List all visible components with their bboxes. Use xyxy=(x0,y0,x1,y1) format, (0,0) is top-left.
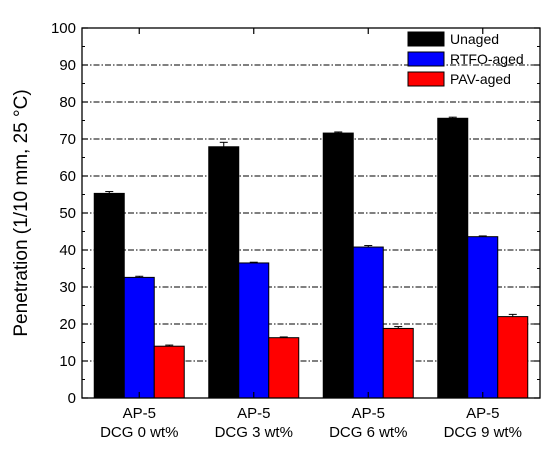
y-tick-label: 40 xyxy=(59,242,76,259)
legend: Unaged RTFO-aged PAV-aged xyxy=(407,31,524,87)
y-tick-label: 90 xyxy=(59,57,76,74)
x-category-label-line1: AP-5 xyxy=(466,405,499,422)
bar-pav-aged xyxy=(268,337,300,399)
y-tick-label: 10 xyxy=(59,353,76,370)
x-category-label-line1: AP-5 xyxy=(123,405,156,422)
y-tick-label: 30 xyxy=(59,279,76,296)
x-category-label-line2: DCG 0 wt% xyxy=(100,424,178,441)
y-tick-label: 50 xyxy=(59,205,76,222)
bar-rtfo-aged xyxy=(467,236,499,399)
legend-label: PAV-aged xyxy=(450,71,511,87)
bar-unaged xyxy=(322,132,354,399)
legend-swatch-unaged xyxy=(407,31,445,47)
y-tick-label: 0 xyxy=(68,390,76,407)
legend-label: RTFO-aged xyxy=(450,51,524,67)
y-tick-label: 80 xyxy=(59,94,76,111)
bar-pav-aged xyxy=(153,345,185,399)
bar-rtfo-aged xyxy=(123,276,155,399)
x-axis: AP-5 DCG 0 wt% AP-5 DCG 3 wt% AP-5 DCG 6 wt% A… xyxy=(100,28,522,441)
bar-pav-aged xyxy=(497,316,529,399)
y-tick-label: 60 xyxy=(59,168,76,185)
x-category-label-line1: AP-5 xyxy=(352,405,385,422)
y-axis: 0 10 20 30 40 50 60 70 80 90 100 xyxy=(51,20,540,407)
bar-pav-aged xyxy=(382,327,414,399)
error-bars xyxy=(105,116,517,347)
x-category-label-line1: AP-5 xyxy=(237,405,270,422)
legend-swatch-rtfo-aged xyxy=(407,51,445,67)
x-category-label-line2: DCG 3 wt% xyxy=(215,424,293,441)
legend-label: Unaged xyxy=(450,31,499,47)
legend-swatch-pav-aged xyxy=(407,71,445,87)
x-category-label-line2: DCG 6 wt% xyxy=(329,424,407,441)
y-tick-label: 20 xyxy=(59,316,76,333)
bar-unaged xyxy=(93,192,125,399)
x-category-label-line2: DCG 9 wt% xyxy=(444,424,522,441)
y-tick-label: 100 xyxy=(51,20,76,37)
bar-rtfo-aged xyxy=(352,246,384,399)
bar-rtfo-aged xyxy=(238,262,270,399)
bar-unaged xyxy=(208,146,240,399)
y-axis-title: Penetration (1/10 mm, 25 °C) xyxy=(11,89,32,336)
y-tick-label: 70 xyxy=(59,131,76,148)
bar-unaged xyxy=(437,117,469,399)
bar-series xyxy=(93,117,529,399)
